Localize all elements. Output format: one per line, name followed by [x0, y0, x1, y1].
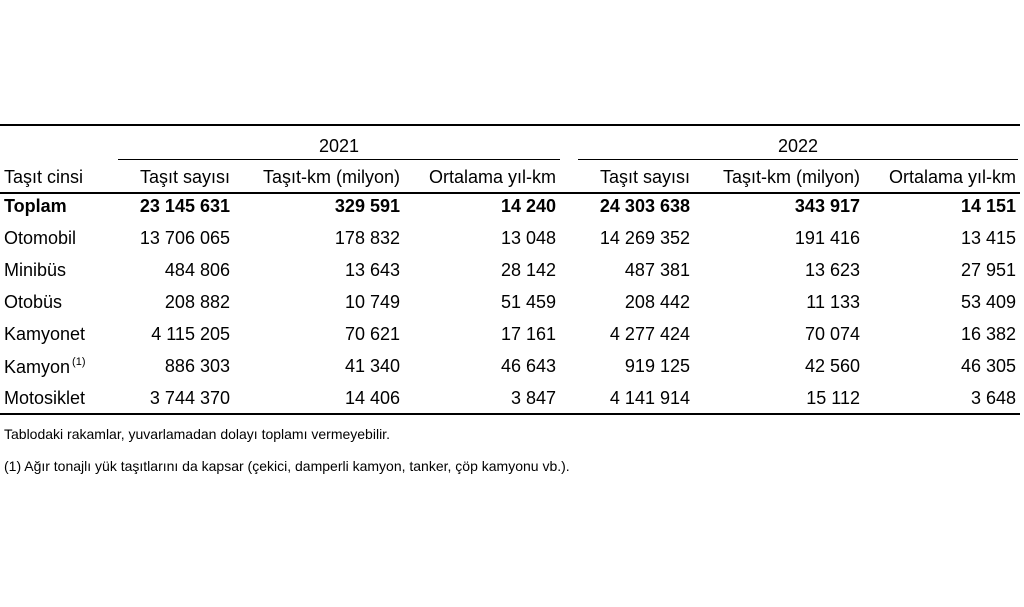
table-row: Kamyon (1) 886 303 41 340 46 643 919 125 42 56… — [0, 356, 1020, 388]
year-2021-rule — [118, 159, 560, 160]
table-cell: 3 648 — [970, 388, 1016, 408]
table-cell: 70 074 — [804, 324, 860, 344]
row-label-text: Otobüs — [4, 292, 63, 312]
header-2022-avg-km: Ortalama yıl-km — [888, 167, 1016, 187]
table-row: Kamyonet 4 115 205 70 621 17 161 4 277 424 70… — [0, 324, 1020, 356]
table-cell: 10 749 — [344, 292, 400, 312]
table-cell: 4 115 205 — [151, 324, 230, 344]
row-label-text: Minibüs — [4, 260, 67, 280]
table-cell: 329 591 — [334, 196, 400, 216]
note-rounding: Tablodaki rakamlar, yuvarlamadan dolayı … — [4, 426, 390, 442]
header-2021-vehicle-count: Taşıt sayısı — [139, 167, 230, 187]
year-2022-header: 2022 — [777, 136, 819, 156]
table-cell: 17 161 — [500, 324, 556, 344]
table-cell: 208 882 — [164, 292, 230, 312]
table-cell: 28 142 — [500, 260, 556, 280]
row-label: Otobüs — [4, 292, 62, 313]
table-cell: 919 125 — [624, 356, 690, 376]
table-row: Toplam 23 145 631 329 591 14 240 24 303 638 3… — [0, 196, 1020, 228]
table-cell: 484 806 — [164, 260, 230, 280]
table-row: Minibüs 484 806 13 643 28 142 487 381 13 623 2… — [0, 260, 1020, 292]
table-cell: 886 303 — [164, 356, 230, 376]
table-cell: 14 406 — [344, 388, 400, 408]
table-cell: 13 415 — [960, 228, 1016, 248]
table-cell: 191 416 — [794, 228, 860, 248]
table-cell: 41 340 — [344, 356, 400, 376]
table-cell: 13 048 — [500, 228, 556, 248]
row-label-text: Motosiklet — [4, 388, 86, 408]
table-cell: 3 744 370 — [149, 388, 230, 408]
table-top-rule — [0, 124, 1020, 126]
table-cell: 16 382 — [960, 324, 1016, 344]
table-cell: 343 917 — [794, 196, 860, 216]
row-label: Minibüs — [4, 260, 66, 281]
row-label: Kamyonet — [4, 324, 85, 345]
header-2022-vehicle-count: Taşıt sayısı — [599, 167, 690, 187]
table-cell: 14 240 — [500, 196, 556, 216]
table-cell: 51 459 — [500, 292, 556, 312]
table-row: Motosiklet 3 744 370 14 406 3 847 4 141 914 1… — [0, 388, 1020, 420]
row-label: Toplam — [4, 196, 67, 217]
table-cell: 11 133 — [806, 292, 860, 312]
table-cell: 46 643 — [500, 356, 556, 376]
table-cell: 208 442 — [624, 292, 690, 312]
table-cell: 487 381 — [624, 260, 690, 280]
row-label-text: Toplam — [4, 196, 67, 216]
note-footnote-1: (1) Ağır tonajlı yük taşıtlarını da kaps… — [4, 458, 570, 474]
header-2022-vehicle-km: Taşıt-km (milyon) — [722, 167, 860, 187]
row-label: Motosiklet — [4, 388, 85, 409]
table-cell: 23 145 631 — [139, 196, 230, 216]
table-cell: 46 305 — [960, 356, 1016, 376]
table-cell: 3 847 — [510, 388, 556, 408]
table-cell: 24 303 638 — [599, 196, 690, 216]
table-cell: 13 643 — [344, 260, 400, 280]
footnote-marker: (1) — [72, 356, 86, 368]
row-label-text: Kamyon — [4, 357, 71, 377]
row-label-text: Kamyonet — [4, 324, 86, 344]
header-2021-avg-km: Ortalama yıl-km — [428, 167, 556, 187]
header-vehicle-type: Taşıt cinsi — [4, 167, 84, 187]
table-cell: 53 409 — [960, 292, 1016, 312]
table-cell: 27 951 — [960, 260, 1016, 280]
table-row: Otobüs 208 882 10 749 51 459 208 442 11 133 53… — [0, 292, 1020, 324]
row-label: Kamyon (1) — [4, 356, 86, 378]
table-cell: 13 623 — [804, 260, 860, 280]
table-cell: 4 141 914 — [609, 388, 690, 408]
table-cell: 14 151 — [960, 196, 1016, 216]
table-cell: 42 560 — [804, 356, 860, 376]
table-cell: 15 112 — [806, 388, 860, 408]
table-bottom-rule — [0, 413, 1020, 415]
table-cell: 70 621 — [344, 324, 400, 344]
year-2021-header: 2021 — [318, 136, 360, 156]
table-row: Otomobil 13 706 065 178 832 13 048 14 269 35… — [0, 228, 1020, 260]
year-2022-rule — [578, 159, 1018, 160]
table-cell: 4 277 424 — [609, 324, 690, 344]
table-cell: 178 832 — [334, 228, 400, 248]
row-label: Otomobil — [4, 228, 76, 249]
header-bottom-rule — [0, 192, 1020, 194]
row-label-text: Otomobil — [4, 228, 77, 248]
table-cell: 14 269 352 — [599, 228, 690, 248]
table-cell: 13 706 065 — [139, 228, 230, 248]
header-2021-vehicle-km: Taşıt-km (milyon) — [262, 167, 400, 187]
